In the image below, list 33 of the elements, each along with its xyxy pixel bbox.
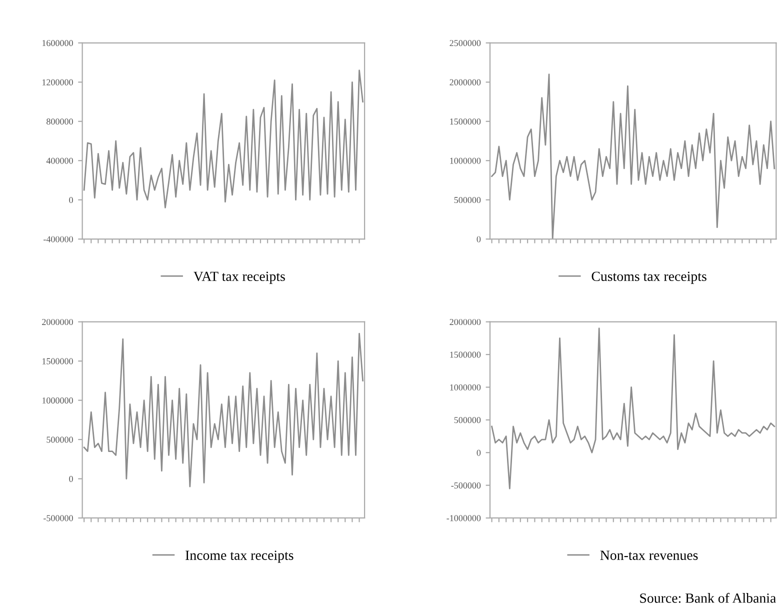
y-tick-label: -500000 — [451, 482, 481, 489]
y-tick-label: 2000000 — [450, 318, 481, 326]
y-tick-label: 1000000 — [450, 158, 481, 164]
line-series — [83, 70, 364, 208]
y-tick-label: 1600000 — [42, 40, 73, 46]
y-tick-label: 1000000 — [450, 384, 481, 390]
legend-label: Income tax receipts — [186, 550, 294, 563]
y-tick-label: 0 — [69, 196, 73, 204]
y-tick-label: -1000000 — [446, 515, 481, 522]
legend-label: Customs tax receipts — [592, 272, 706, 284]
y-tick-label: -400000 — [44, 236, 73, 242]
line-series — [491, 328, 776, 490]
y-tick-label: 2000000 — [450, 79, 481, 86]
y-tick-label: 1500000 — [450, 352, 481, 358]
legend-label: Non-tax revenues — [600, 550, 698, 560]
y-tick-label: 1200000 — [42, 79, 73, 86]
y-tick-label: 1500000 — [450, 118, 481, 125]
y-tick-label: 0 — [476, 450, 481, 456]
y-tick-label: 0 — [476, 236, 481, 242]
y-tick-label: 400000 — [46, 158, 73, 164]
y-tick-label: 500000 — [454, 417, 481, 424]
source-note: Source: Bank of Albania — [640, 592, 776, 603]
y-tick-label: -500000 — [44, 515, 73, 522]
y-tick-label: 500000 — [454, 196, 481, 204]
y-tick-label: 500000 — [46, 436, 73, 443]
y-tick-label: 800000 — [46, 118, 73, 125]
y-tick-label: 1000000 — [42, 397, 73, 404]
y-tick-label: 2000000 — [42, 318, 73, 326]
y-tick-label: 0 — [69, 476, 73, 482]
y-tick-label: 2500000 — [450, 40, 481, 46]
legend-label: VAT tax receipts — [194, 272, 285, 284]
line-series — [83, 332, 364, 488]
y-tick-label: 1500000 — [42, 358, 73, 364]
